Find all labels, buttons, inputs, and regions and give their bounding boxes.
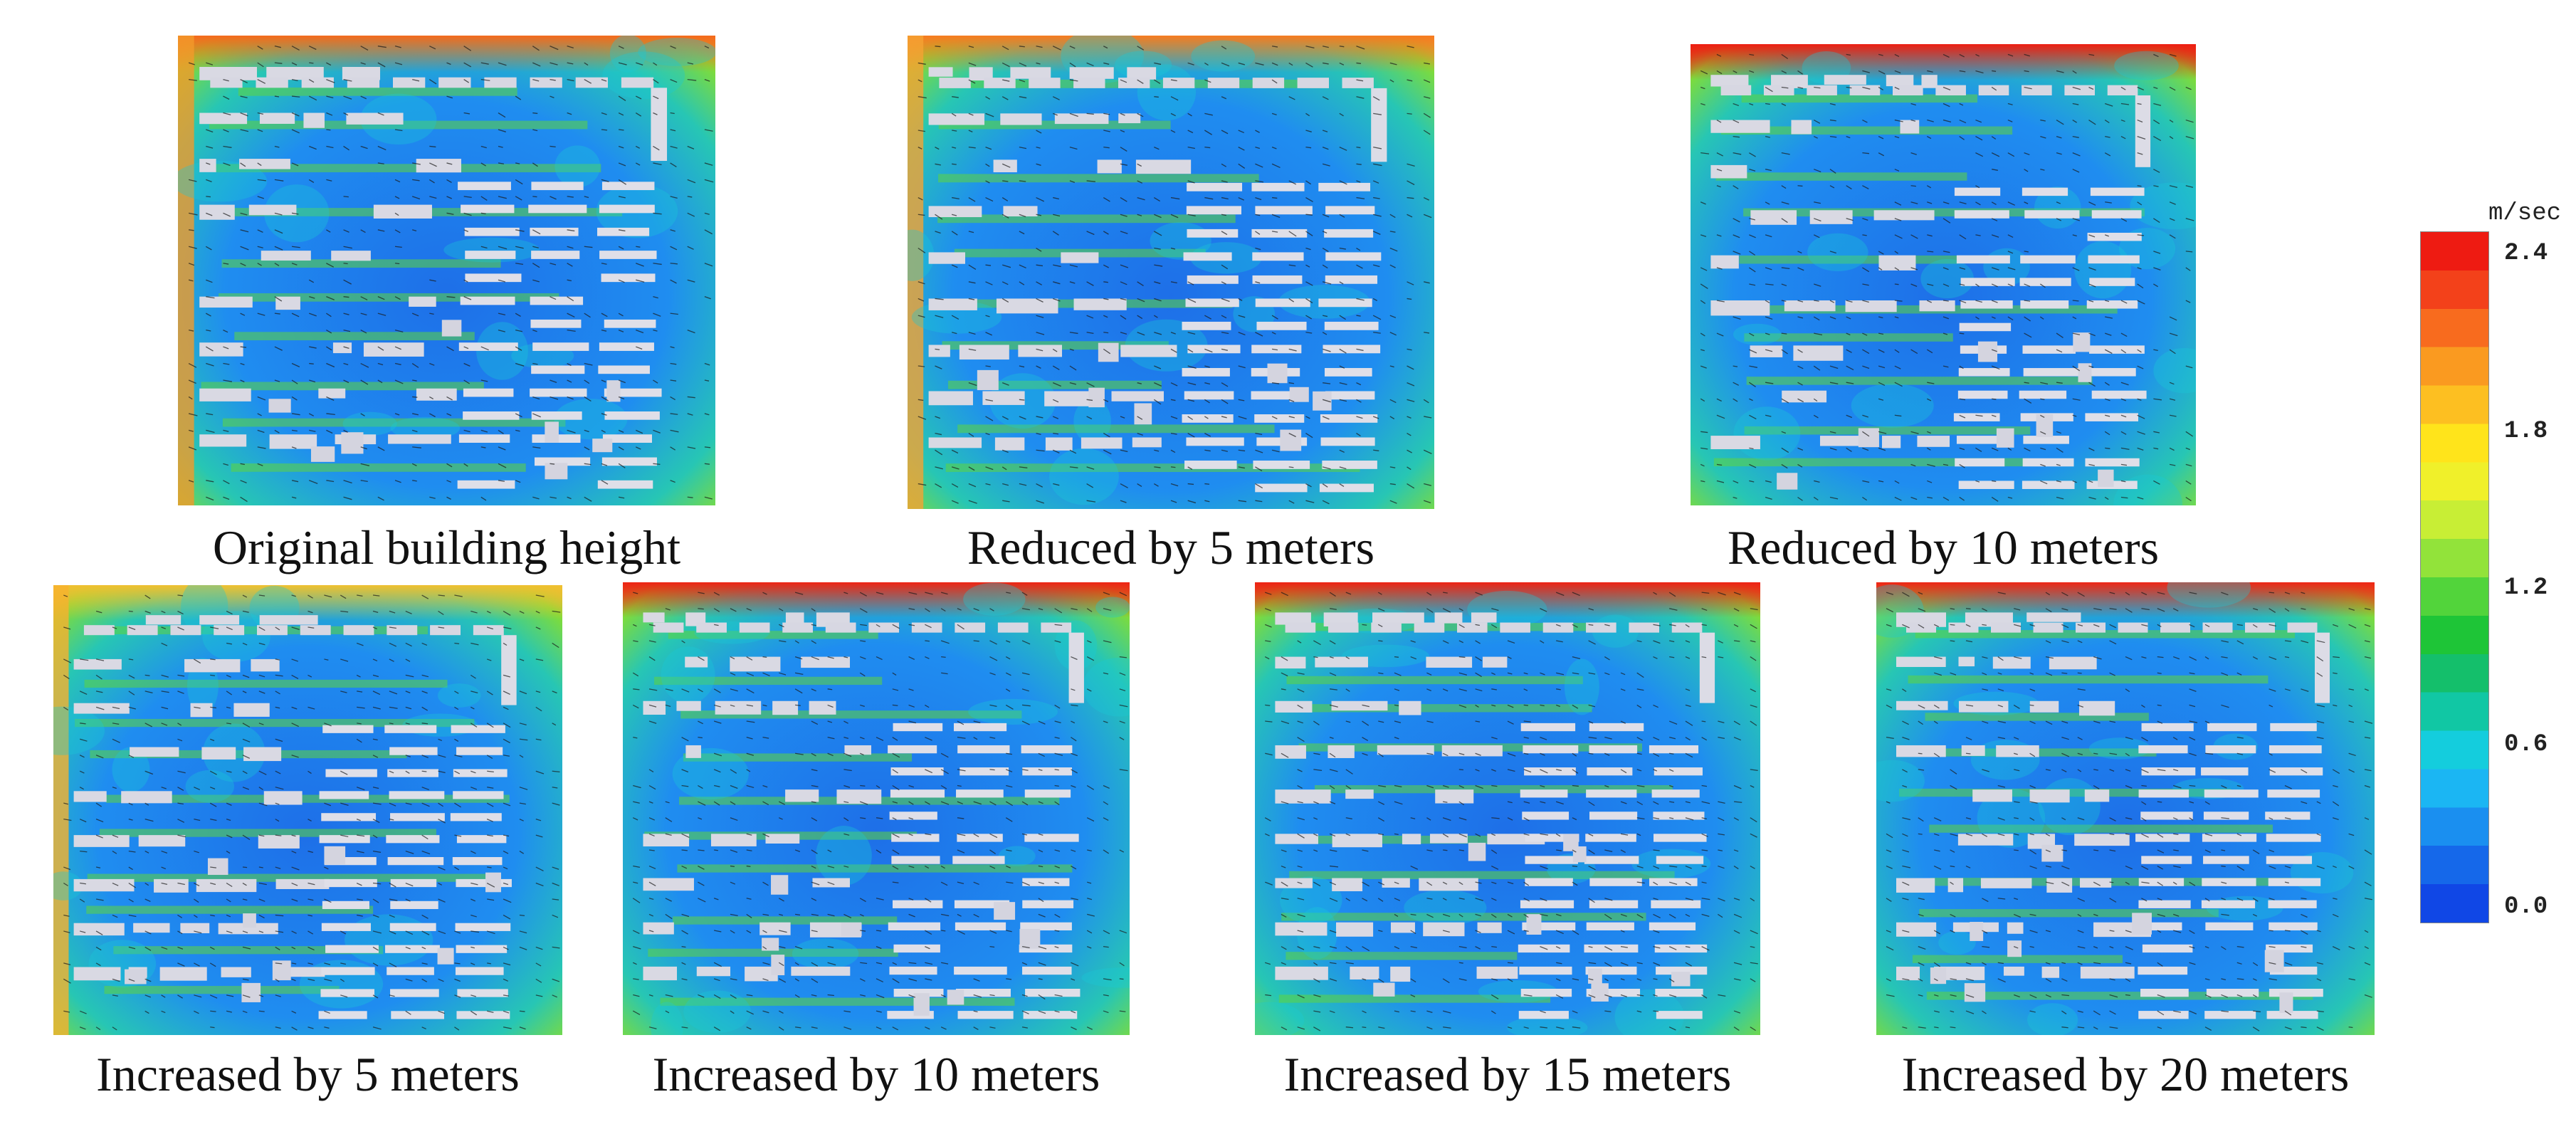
flow-map-reduced-5	[908, 36, 1434, 509]
legend-tick-0-6: 0.6	[2504, 731, 2548, 758]
legend-tick-1-8: 1.8	[2504, 418, 2548, 445]
flow-map-increased-20	[1876, 582, 2375, 1035]
wind-speed-legend: m/sec 2.4 1.8 1.2 0.6 0.0	[2404, 196, 2570, 943]
legend-tick-2-4: 2.4	[2504, 240, 2548, 267]
flow-map-increased-10	[623, 582, 1130, 1035]
caption-reduced-10: Reduced by 10 meters	[1727, 520, 2160, 574]
caption-increased-15: Increased by 15 meters	[1283, 1047, 1732, 1101]
caption-increased-10: Increased by 10 meters	[652, 1047, 1100, 1101]
flow-map-increased-5	[53, 585, 562, 1035]
caption-increased-5: Increased by 5 meters	[96, 1047, 520, 1101]
caption-reduced-5: Reduced by 5 meters	[967, 520, 1375, 574]
caption-increased-20: Increased by 20 meters	[1901, 1047, 2350, 1101]
flow-map-original	[178, 36, 715, 505]
legend-color-bar	[2420, 231, 2489, 923]
legend-tick-0-0: 0.0	[2504, 893, 2548, 920]
flow-map-increased-15	[1255, 582, 1760, 1035]
legend-unit: m/sec	[2488, 200, 2562, 227]
caption-original: Original building height	[212, 520, 681, 574]
flow-map-reduced-10	[1691, 44, 2196, 505]
legend-tick-1-2: 1.2	[2504, 574, 2548, 602]
